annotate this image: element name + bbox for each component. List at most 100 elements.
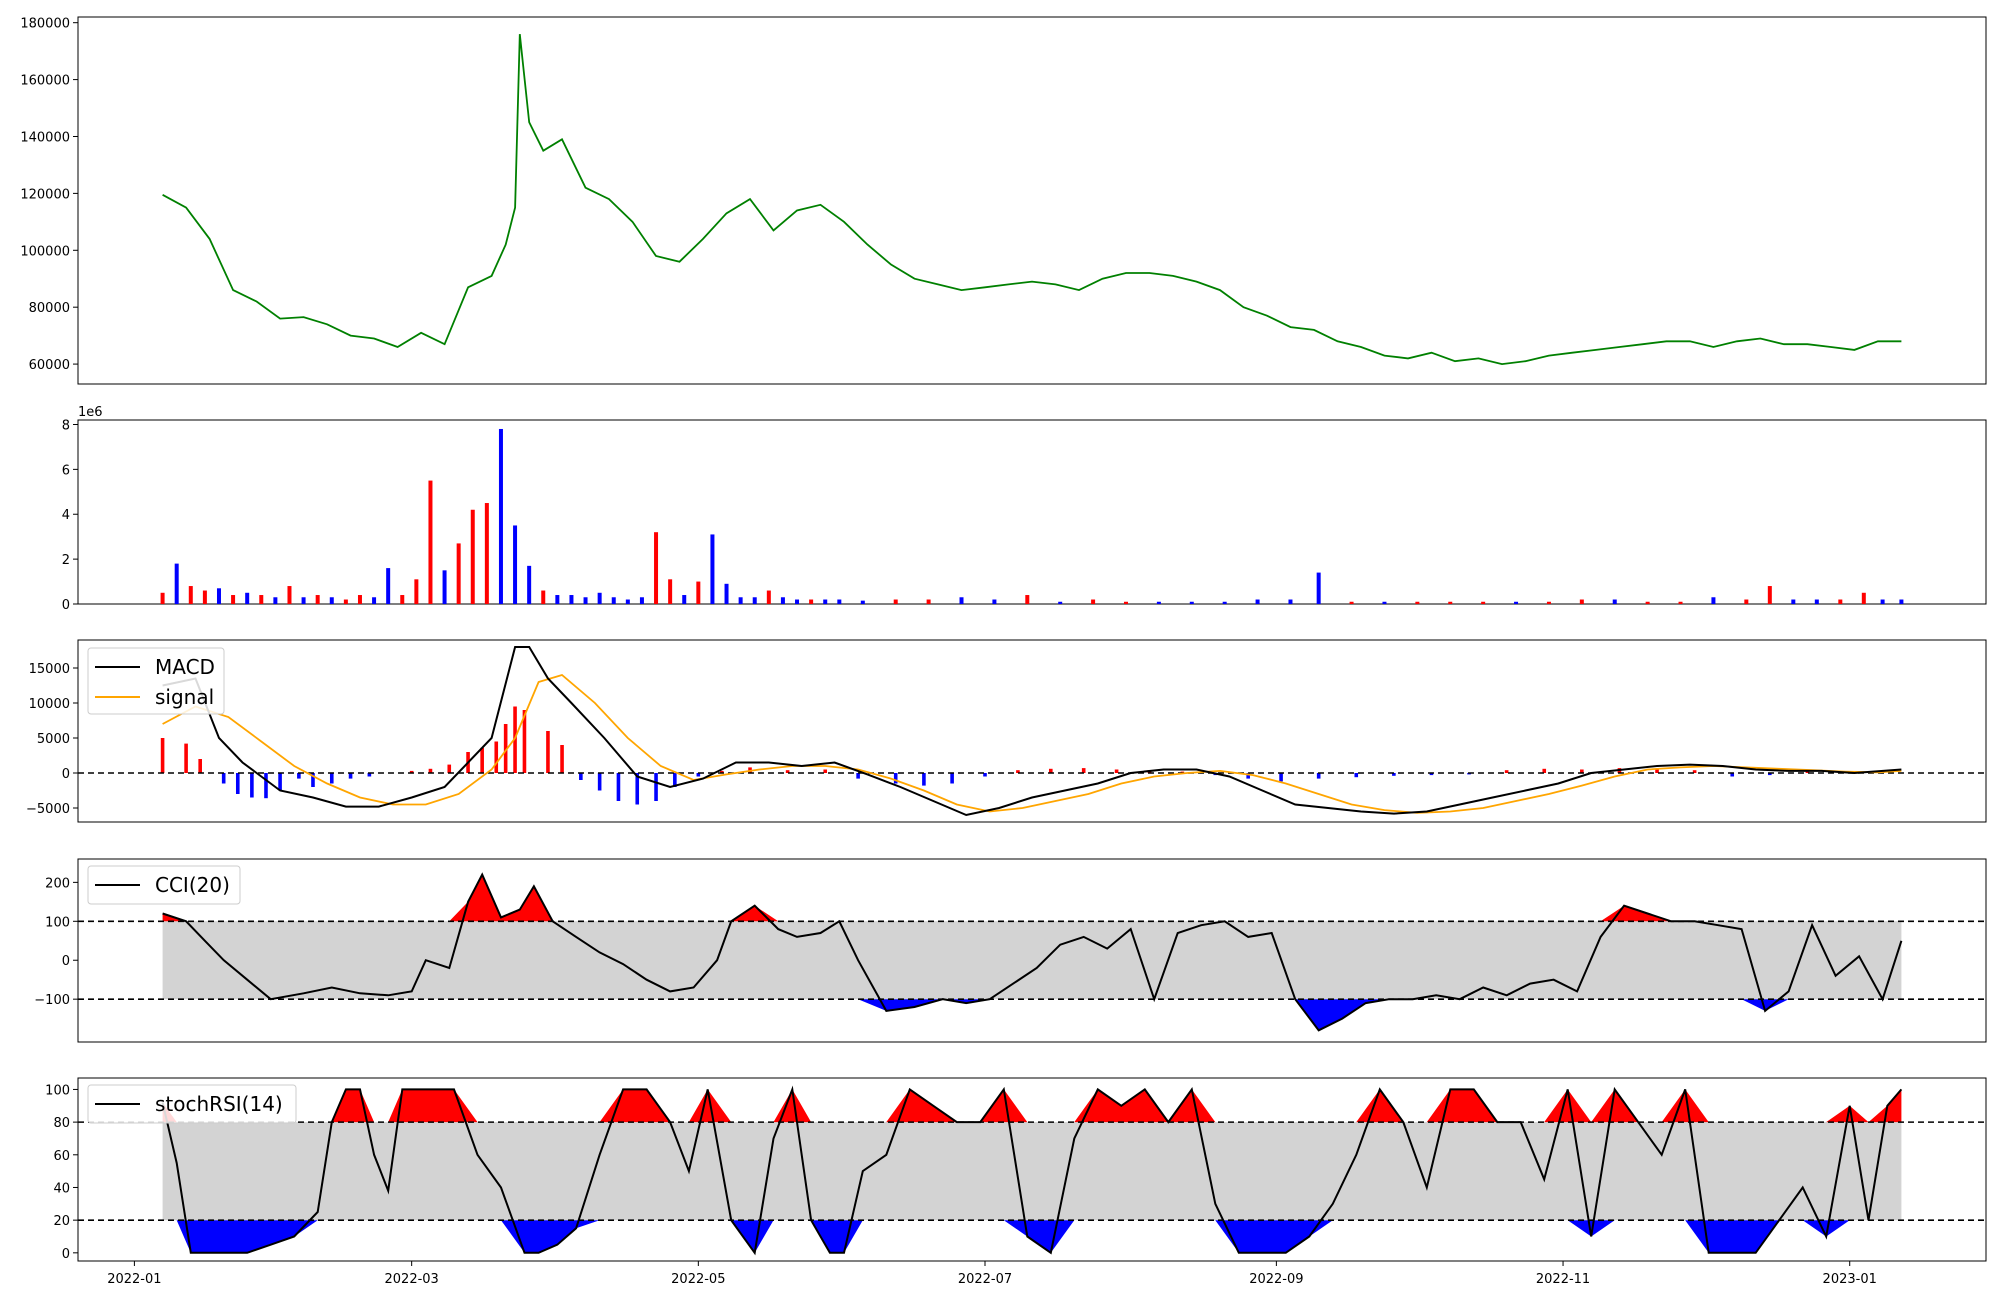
volume-y-axis: 0 2 4 6 8 bbox=[62, 418, 78, 613]
macd-histogram-bar bbox=[1279, 773, 1283, 782]
volume-bar bbox=[1091, 599, 1096, 604]
macd-histogram-bar bbox=[311, 773, 315, 787]
volume-bar bbox=[611, 597, 616, 604]
volume-bar bbox=[837, 599, 842, 604]
macd-histogram-bar bbox=[856, 773, 860, 779]
volume-bar bbox=[1255, 599, 1260, 604]
volume-bar bbox=[1481, 601, 1486, 604]
volume-bar bbox=[1678, 601, 1683, 604]
volume-bar bbox=[343, 599, 348, 604]
volume-bar bbox=[860, 600, 865, 604]
volume-bar bbox=[442, 570, 447, 604]
macd-histogram-bar bbox=[983, 773, 987, 777]
volume-bar bbox=[597, 592, 602, 604]
macd-histogram-bar bbox=[503, 724, 508, 773]
macd-histogram-bar bbox=[494, 741, 499, 773]
cci-panel: −100 0 100 200 CCI(20) bbox=[34, 858, 1987, 1043]
macd-histogram-bar bbox=[297, 773, 301, 779]
price-y-tick-label: 60000 bbox=[29, 358, 70, 373]
volume-bar bbox=[1645, 601, 1650, 604]
volume-bar bbox=[1791, 599, 1796, 604]
stochrsi-neutral-band bbox=[162, 1122, 1902, 1221]
volume-bar bbox=[372, 597, 377, 604]
price-y-tick-label: 120000 bbox=[20, 187, 70, 202]
macd-histogram-bar bbox=[1354, 773, 1359, 778]
x-tick-label: 2023-01 bbox=[1823, 1272, 1877, 1287]
signal-line bbox=[162, 673, 1902, 814]
volume-bar bbox=[1546, 601, 1551, 604]
volume-bar bbox=[527, 565, 532, 604]
volume-bar bbox=[174, 563, 179, 604]
macd-histogram-bar bbox=[1048, 768, 1053, 773]
macd-histogram-bar bbox=[1246, 773, 1250, 779]
macd-histogram-bar bbox=[720, 770, 724, 773]
macd-histogram-bar bbox=[823, 769, 828, 773]
stochrsi-axes-frame bbox=[77, 1077, 1987, 1262]
volume-bar bbox=[1156, 601, 1161, 604]
stochrsi-y-tick-label: 0 bbox=[62, 1247, 70, 1262]
macd-histogram-bar bbox=[264, 773, 268, 799]
volume-bar bbox=[1514, 601, 1519, 604]
volume-bar bbox=[696, 581, 701, 604]
macd-histogram-bar bbox=[1429, 773, 1434, 776]
volume-bar bbox=[583, 597, 588, 604]
macd-histogram-bar bbox=[1016, 770, 1020, 773]
volume-bar bbox=[752, 597, 757, 604]
volume-bar bbox=[329, 597, 334, 604]
volume-bar bbox=[1123, 601, 1128, 604]
volume-bar bbox=[541, 590, 546, 604]
macd-histogram-bar bbox=[278, 773, 282, 791]
x-tick-label: 2022-01 bbox=[107, 1272, 161, 1287]
volume-bar bbox=[498, 428, 503, 604]
volume-bar bbox=[1767, 586, 1772, 604]
stochrsi-y-tick-label: 100 bbox=[45, 1083, 70, 1098]
volume-bar bbox=[926, 599, 931, 604]
macd-histogram-bar bbox=[409, 770, 414, 773]
stochrsi-line bbox=[161, 1085, 1903, 1256]
stochrsi-y-tick-label: 40 bbox=[53, 1181, 70, 1196]
volume-bar bbox=[809, 599, 814, 604]
volume-bar bbox=[484, 503, 489, 604]
volume-axes-frame bbox=[77, 419, 1987, 605]
macd-y-tick-label: 15000 bbox=[29, 662, 70, 677]
volume-bar bbox=[301, 597, 306, 604]
volume-bar bbox=[259, 595, 264, 604]
volume-bar bbox=[1880, 599, 1885, 604]
macd-legend-label: MACD bbox=[155, 655, 215, 679]
volume-bar bbox=[513, 525, 518, 604]
macd-histogram-bar bbox=[893, 773, 898, 784]
volume-bar bbox=[1415, 601, 1420, 604]
macd-legend: MACD signal bbox=[87, 647, 225, 715]
macd-histogram-bar bbox=[785, 770, 790, 773]
macd-line bbox=[162, 646, 1902, 817]
stochrsi-legend-label: stochRSI(14) bbox=[155, 1092, 283, 1116]
macd-histogram-bar bbox=[616, 773, 621, 801]
macd-histogram-bar bbox=[560, 745, 564, 773]
macd-histogram-bar bbox=[480, 747, 484, 773]
macd-histogram-bar bbox=[1655, 768, 1659, 773]
x-tick-label: 2022-07 bbox=[958, 1272, 1012, 1287]
volume-bar bbox=[216, 588, 221, 604]
volume-y-tick-label: 0 bbox=[62, 598, 70, 613]
stochrsi-y-tick-label: 20 bbox=[53, 1214, 70, 1229]
cci-line bbox=[162, 872, 1903, 1032]
stochrsi-legend-box bbox=[87, 1084, 297, 1124]
signal-legend-label: signal bbox=[155, 685, 214, 709]
macd-histogram-bar bbox=[250, 773, 254, 798]
volume-bar bbox=[456, 543, 461, 604]
macd-histogram-bar bbox=[198, 759, 202, 773]
volume-bar bbox=[1448, 601, 1453, 604]
x-tick-label: 2022-05 bbox=[671, 1272, 725, 1287]
volume-bar bbox=[1382, 601, 1387, 604]
cci-neutral-band bbox=[162, 921, 1902, 1000]
price-y-tick-label: 80000 bbox=[29, 301, 70, 316]
cci-legend-label: CCI(20) bbox=[155, 873, 230, 897]
volume-bar bbox=[1744, 599, 1749, 604]
cci-plot bbox=[78, 872, 1986, 1032]
macd-histogram-bar bbox=[546, 731, 550, 773]
volume-y-tick-label: 2 bbox=[62, 553, 70, 568]
macd-histogram-bar bbox=[1504, 770, 1509, 773]
macd-histogram-bar bbox=[597, 773, 602, 791]
volume-bar bbox=[639, 597, 644, 604]
macd-histogram-bar bbox=[1114, 769, 1119, 773]
